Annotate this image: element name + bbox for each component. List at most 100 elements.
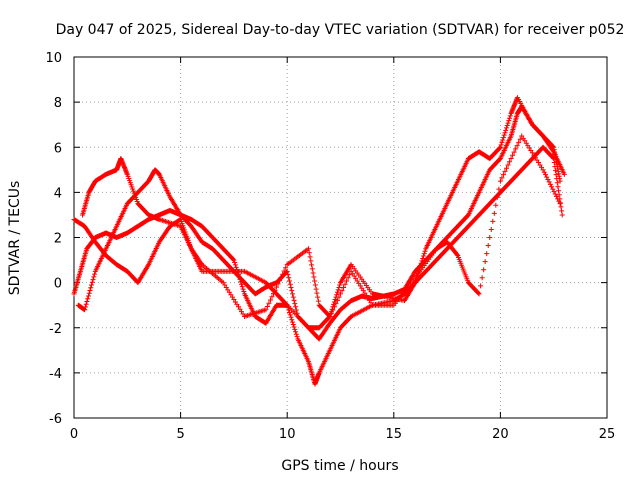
data-point-interp: [553, 168, 559, 174]
data-point-interp: [338, 291, 343, 297]
data-point: [557, 201, 563, 207]
x-tick-label: 10: [279, 427, 296, 442]
data-point-interp: [83, 301, 89, 307]
series-track-a: [71, 104, 563, 342]
data-point: [412, 280, 418, 286]
data-point-interp: [292, 301, 298, 307]
data-point-interp: [291, 297, 297, 303]
data-point-interp: [484, 251, 490, 257]
data-point-interp: [501, 132, 507, 138]
series-track-c: [80, 95, 567, 331]
data-point-interp: [86, 290, 92, 296]
series-track-b: [75, 144, 565, 387]
data-point-interp: [330, 307, 336, 313]
data-point-interp: [481, 267, 487, 273]
data-point-interp: [277, 278, 283, 284]
data-point-interp: [312, 282, 318, 288]
data-point: [497, 144, 503, 150]
data-point-interp: [289, 288, 295, 294]
data-point-interp: [315, 294, 321, 300]
data-point-interp: [503, 127, 509, 133]
data-point: [557, 178, 563, 184]
data-point-interp: [544, 174, 550, 180]
data-point-interp: [478, 283, 484, 289]
data-point-interp: [500, 172, 506, 178]
y-tick-label: 6: [54, 141, 62, 156]
data-point-interp: [326, 313, 332, 319]
x-tick-label: 0: [70, 427, 78, 442]
data-point-interp: [479, 275, 485, 281]
data-point-interp: [306, 250, 312, 256]
data-point-interp: [502, 168, 508, 174]
data-point-interp: [291, 324, 297, 330]
data-point-interp: [550, 186, 556, 192]
data-point-interp: [294, 334, 300, 340]
data-point-interp: [283, 301, 289, 307]
data-point-interp: [309, 262, 315, 268]
data-point-interp: [551, 160, 557, 166]
data-point-interp: [91, 274, 97, 280]
data-point-interp: [482, 259, 488, 265]
data-point-interp: [232, 259, 238, 265]
data-point-interp: [499, 139, 505, 145]
data-point-interp: [503, 165, 509, 171]
data-point-interp: [490, 218, 496, 224]
data-point-interp: [285, 305, 291, 311]
data-point-interp: [507, 113, 513, 119]
data-point-interp: [334, 292, 340, 298]
data-point-interp: [551, 189, 557, 195]
data-point-interp: [239, 284, 245, 290]
data-point-interp: [85, 296, 91, 302]
x-tick-label: 15: [386, 427, 403, 442]
data-point: [263, 307, 269, 313]
data-point-interp: [280, 271, 286, 277]
data-point-interp: [508, 156, 514, 162]
data-point-interp: [232, 262, 238, 268]
y-tick-label: -6: [49, 412, 62, 427]
data-point-interp: [550, 148, 556, 154]
data-point-interp: [287, 281, 293, 287]
data-point: [231, 257, 237, 263]
data-point-interp: [511, 149, 517, 155]
data-point-interp: [558, 204, 564, 210]
y-tick-label: 10: [45, 51, 62, 66]
data-point-interp: [289, 317, 295, 323]
data-point-interp: [311, 274, 317, 280]
data-point-interp: [285, 272, 291, 278]
data-point-interp: [230, 256, 236, 262]
data-point-interp: [420, 253, 426, 259]
data-point-interp: [315, 298, 321, 304]
data-point-interp: [287, 312, 293, 318]
y-tick-label: 8: [54, 96, 62, 111]
data-point-interp: [293, 329, 299, 335]
data-point-interp: [510, 152, 516, 158]
data-point: [559, 212, 565, 218]
data-point-interp: [92, 271, 98, 277]
data-point-interp: [308, 258, 314, 264]
data-point-interp: [337, 282, 343, 288]
data-point-interp: [290, 294, 296, 300]
data-point-interp: [332, 297, 338, 303]
data-point-interp: [293, 304, 299, 310]
data-point-interp: [264, 303, 270, 309]
y-axis-label: SDTVAR / TECUs: [7, 181, 23, 296]
data-point-interp: [241, 288, 247, 294]
data-point-interp: [331, 301, 337, 307]
data-point-interp: [507, 115, 513, 121]
data-point-interp: [505, 162, 511, 168]
data-point-interp: [545, 176, 551, 182]
data-point-interp: [333, 301, 339, 307]
data-point-interp: [239, 281, 245, 287]
data-point-interp: [286, 309, 292, 315]
data-point-interp: [554, 176, 560, 182]
data-point: [82, 307, 88, 313]
data-point-interp: [498, 142, 504, 148]
data-point-interp: [328, 310, 334, 316]
data-point-interp: [87, 288, 93, 294]
data-point-interp: [236, 274, 242, 280]
data-point-interp: [198, 260, 204, 266]
data-point-interp: [504, 122, 510, 128]
data-point-interp: [549, 184, 555, 190]
data-point: [497, 178, 503, 184]
data-point-interp: [552, 164, 558, 170]
